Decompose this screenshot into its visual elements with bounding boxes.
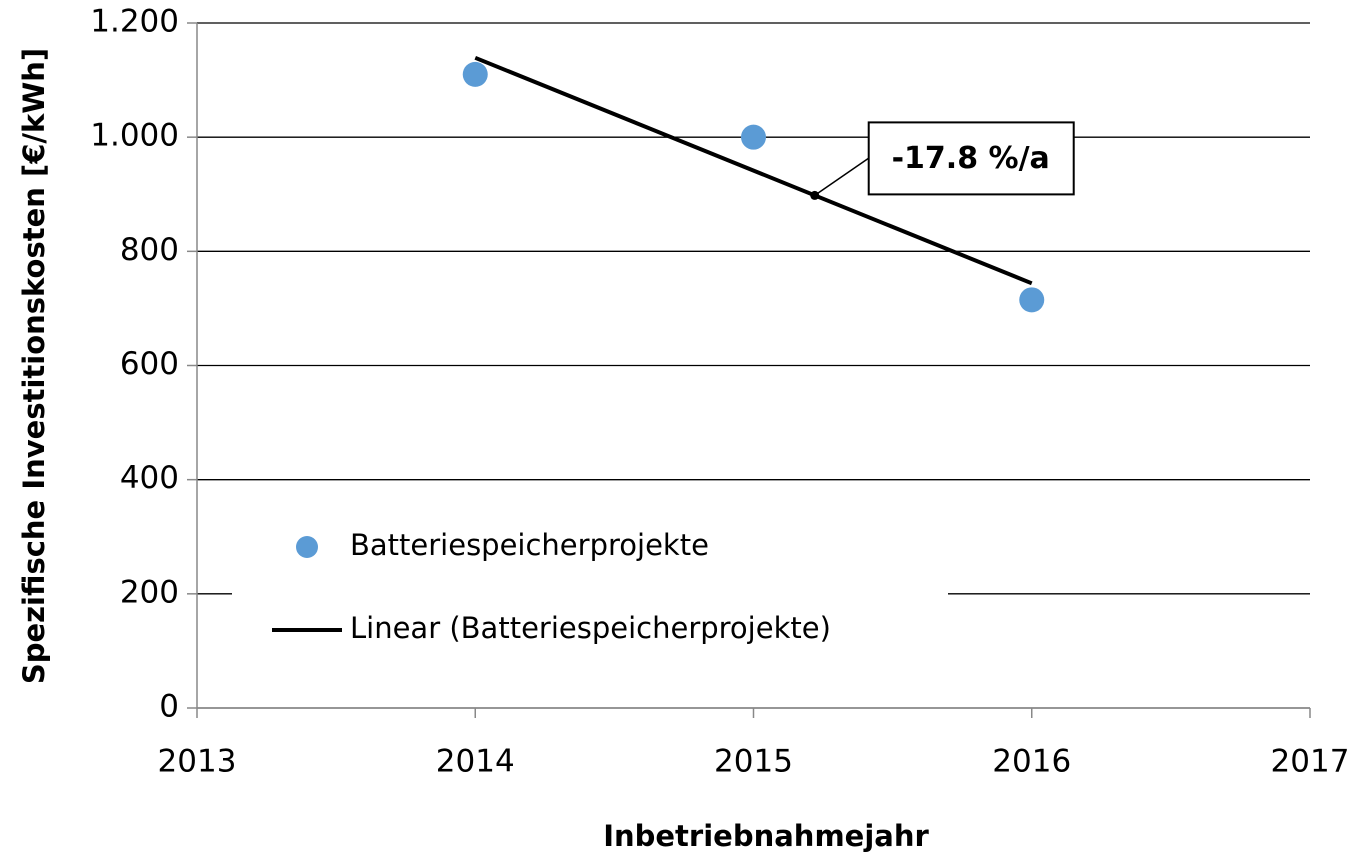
legend-label: Linear (Batteriespeicherprojekte) [350,611,831,645]
x-tick-label: 2015 [714,744,793,780]
legend-box [232,515,948,660]
y-tick-label: 800 [120,232,179,268]
annotation-box [867,121,1075,196]
legend-label: Batteriespeicherprojekte [350,528,709,562]
y-tick-label: 400 [120,460,179,496]
point [462,61,488,87]
y-tick-label: 0 [159,689,179,725]
x-tick-label: 2013 [158,744,237,780]
trend-line [474,55,1033,286]
y-tick-label: 600 [120,346,179,382]
x-tick-label: 2014 [436,744,515,780]
y-tick-label: 200 [120,574,179,610]
x-tick-label: 2016 [992,744,1071,780]
y-axis-title: Spezifische Investitionskosten [€/kWh] [17,48,51,684]
x-axis-title: Inbetriebnahmejahr [603,819,929,853]
annotation-text: -17.8 %/a [892,141,1050,176]
x-tick-label: 2017 [1271,744,1350,780]
annotation-leader [814,154,874,197]
annotation-point [810,190,820,200]
point [1019,287,1045,313]
legend-marker [296,536,318,558]
y-tick-label: 1.200 [90,4,179,40]
point [741,124,766,150]
y-tick-label: 1.000 [90,118,179,154]
